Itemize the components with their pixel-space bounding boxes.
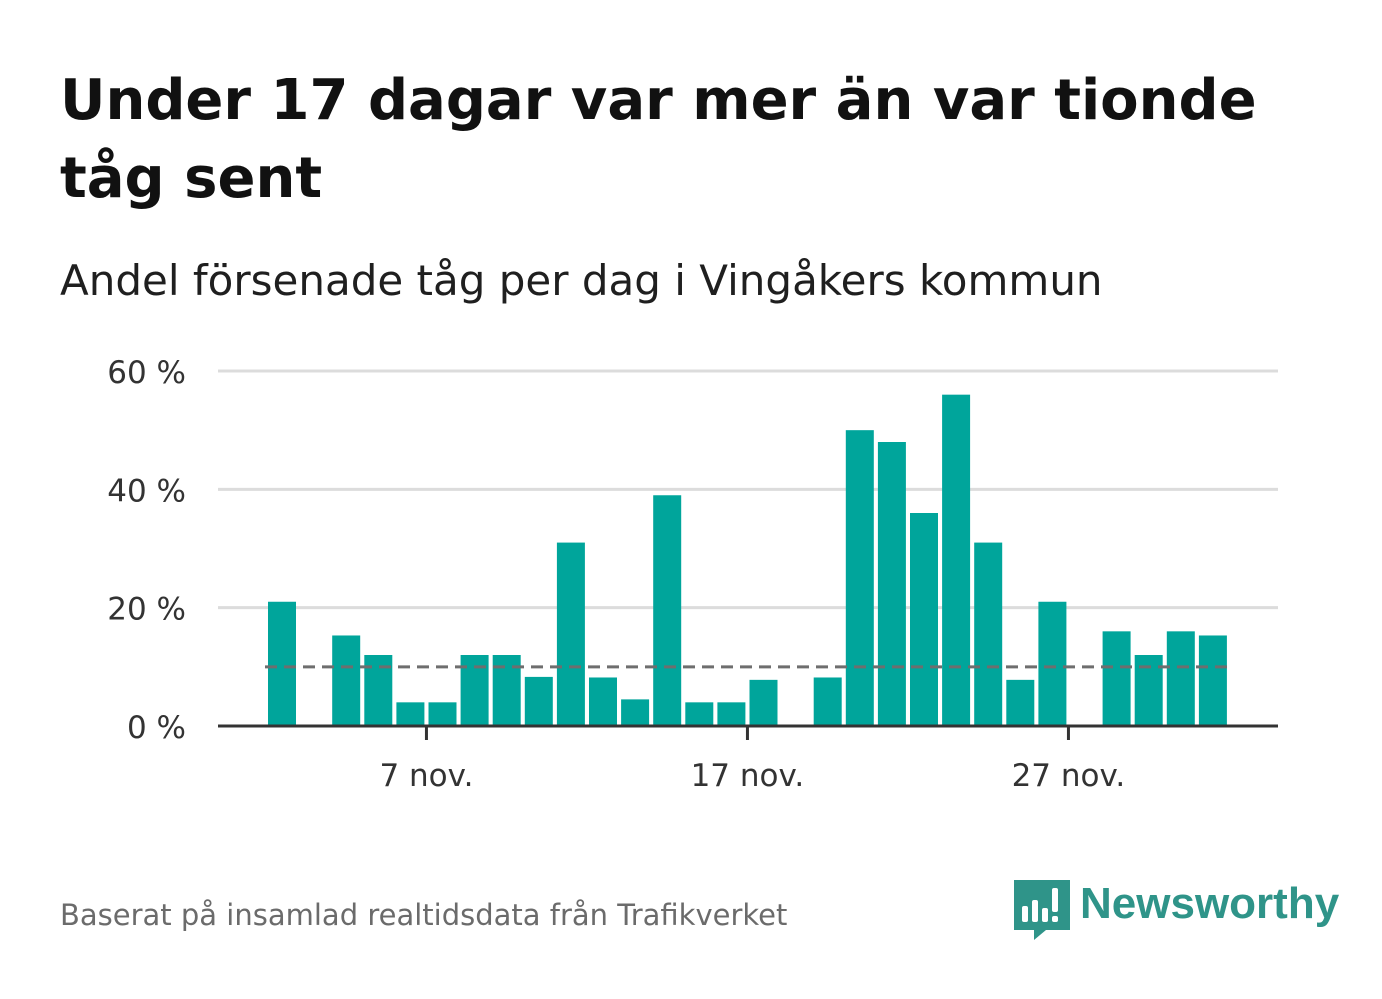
y-tick-label: 0 %: [127, 710, 186, 746]
x-axis: [218, 724, 1278, 740]
x-axis-labels: 7 nov. 17 nov. 27 nov.: [379, 758, 1125, 794]
bar: [685, 702, 714, 726]
gridlines: [218, 369, 1278, 610]
bar: [1166, 631, 1195, 726]
bar: [717, 702, 746, 726]
bar: [942, 394, 971, 726]
bar: [524, 676, 553, 726]
x-tick-label: 17 nov.: [691, 758, 805, 794]
bar: [845, 430, 874, 726]
bar-chart: 0 % 20 % 40 % 60 % 7 nov. 17 nov. 27 nov.: [107, 355, 1278, 794]
bar: [1038, 601, 1067, 726]
bar: [1198, 635, 1227, 726]
chart-title: Under 17 dagar var mer än var tionde tåg…: [60, 68, 1257, 211]
y-tick-label: 20 %: [107, 592, 186, 628]
bar: [556, 542, 585, 726]
newsworthy-logo-icon: [1014, 880, 1070, 940]
bar: [1006, 679, 1035, 726]
bar: [589, 677, 617, 726]
y-tick-label: 40 %: [107, 473, 186, 509]
x-tick-label: 27 nov.: [1012, 758, 1126, 794]
x-tick-label: 7 nov.: [379, 758, 473, 794]
bars: [268, 394, 1227, 726]
brand-name: Newsworthy: [1080, 879, 1340, 928]
bar: [910, 513, 938, 726]
bar: [396, 702, 425, 726]
chart-subtitle: Andel försenade tåg per dag i Vingåkers …: [60, 256, 1103, 305]
bar: [621, 699, 650, 726]
source-note: Baserat på insamlad realtidsdata från Tr…: [60, 898, 788, 932]
bar: [1102, 631, 1131, 726]
bar: [877, 442, 906, 726]
bar: [749, 679, 778, 726]
bar: [268, 601, 296, 726]
bar: [428, 702, 457, 726]
bar: [813, 677, 842, 726]
bar: [332, 635, 361, 726]
bar: [653, 495, 682, 726]
y-tick-label: 60 %: [107, 355, 186, 391]
bar: [974, 542, 1003, 726]
y-axis-labels: 0 % 20 % 40 % 60 %: [107, 355, 186, 746]
